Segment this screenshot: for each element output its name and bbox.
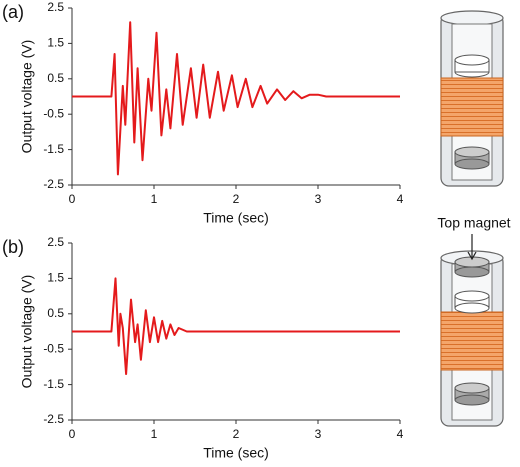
y-tick-label: 0.5 xyxy=(47,71,64,85)
y-tick-label: -0.5 xyxy=(43,106,64,120)
x-tick-label: 4 xyxy=(397,427,404,441)
panel-label: (a) xyxy=(2,2,24,22)
x-tick-label: 0 xyxy=(69,192,76,206)
y-tick-label: 1.5 xyxy=(47,36,64,50)
x-tick-label: 4 xyxy=(397,192,404,206)
y-tick-label: 0.5 xyxy=(47,306,64,320)
y-tick-label: 2.5 xyxy=(47,235,64,249)
y-tick-label: -1.5 xyxy=(43,142,64,156)
y-tick-label: -2.5 xyxy=(43,412,64,426)
y-axis-label: Output voltage (V) xyxy=(19,275,35,389)
device-illustration-b xyxy=(440,234,504,427)
x-tick-label: 0 xyxy=(69,427,76,441)
y-axis-label: Output voltage (V) xyxy=(19,40,35,154)
x-tick-label: 2 xyxy=(233,192,240,206)
y-tick-label: 1.5 xyxy=(47,271,64,285)
y-tick-label: -2.5 xyxy=(43,177,64,191)
x-tick-label: 3 xyxy=(315,192,322,206)
x-tick-label: 1 xyxy=(151,192,158,206)
x-axis-label: Time (sec) xyxy=(203,210,269,226)
annotation: Top magnet xyxy=(437,215,510,231)
voltage-line xyxy=(72,277,400,375)
y-tick-label: -1.5 xyxy=(43,377,64,391)
x-tick-label: 1 xyxy=(151,427,158,441)
y-tick-label: -0.5 xyxy=(43,341,64,355)
panel-label: (b) xyxy=(2,237,24,257)
y-tick-label: 2.5 xyxy=(47,0,64,14)
device-illustration-a xyxy=(440,10,504,187)
voltage-line xyxy=(72,21,400,176)
x-tick-label: 2 xyxy=(233,427,240,441)
x-axis-label: Time (sec) xyxy=(203,445,269,461)
x-tick-label: 3 xyxy=(315,427,322,441)
